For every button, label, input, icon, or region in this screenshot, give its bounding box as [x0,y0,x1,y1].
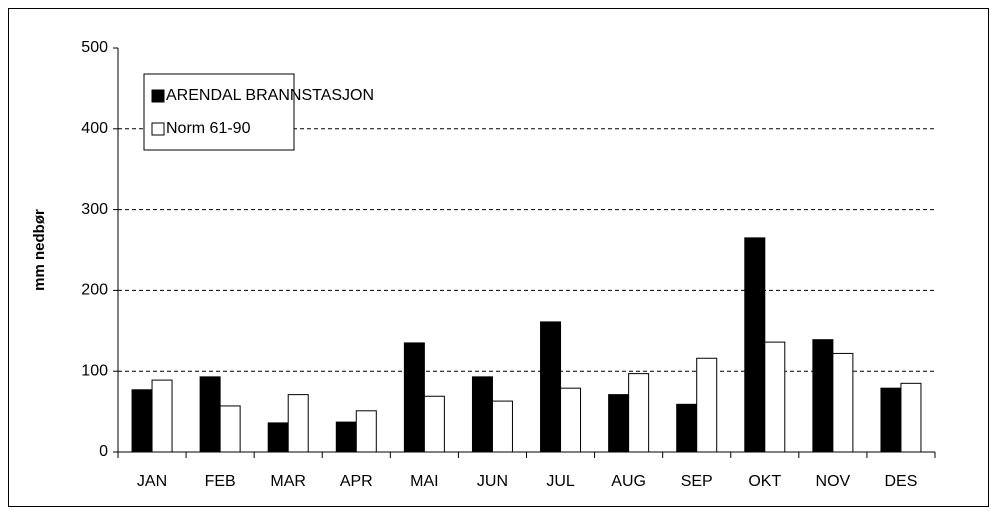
x-tick-label: FEB [205,473,236,490]
x-tick-label: AUG [611,473,646,490]
bar [403,342,425,453]
x-tick-label: JUL [546,473,575,490]
legend-swatch [151,122,165,136]
bar [219,405,241,453]
y-tick-label: 100 [81,362,108,379]
x-tick-label: JAN [137,473,167,490]
bar [832,352,854,453]
y-axis-label: mm nedbør [31,209,48,291]
y-tick-label: 400 [81,120,108,137]
bar [676,403,698,453]
bar [287,394,309,453]
bar [900,382,922,453]
x-tick-label: SEP [681,473,713,490]
bar [608,394,630,453]
x-tick-label: OKT [748,473,781,490]
y-tick-label: 200 [81,282,108,299]
legend-label: ARENDAL BRANNSTASJON [166,87,374,104]
y-tick-label: 300 [81,201,108,218]
x-tick-label: JUN [477,473,508,490]
bar [355,410,377,453]
bar [491,400,513,453]
legend-swatch [151,89,165,103]
x-tick-label: NOV [816,473,851,490]
bar [764,341,786,453]
bar [696,357,718,453]
bar [131,389,153,453]
legend-box [143,73,295,151]
bar [560,387,582,453]
x-tick-label: DES [885,473,918,490]
bar [423,395,445,453]
bar [812,339,834,453]
bar [151,379,173,453]
x-tick-label: MAR [270,473,306,490]
y-tick-label: 500 [81,39,108,56]
y-tick-label: 0 [99,443,108,460]
bar [744,237,766,453]
bar [335,421,357,453]
x-tick-label: APR [340,473,373,490]
bar [471,376,493,453]
bar [880,387,902,453]
bar [267,422,289,453]
bar [199,376,221,453]
bar [628,373,650,453]
legend-label: Norm 61-90 [166,120,251,137]
bar [540,321,562,453]
x-tick-label: MAI [410,473,438,490]
